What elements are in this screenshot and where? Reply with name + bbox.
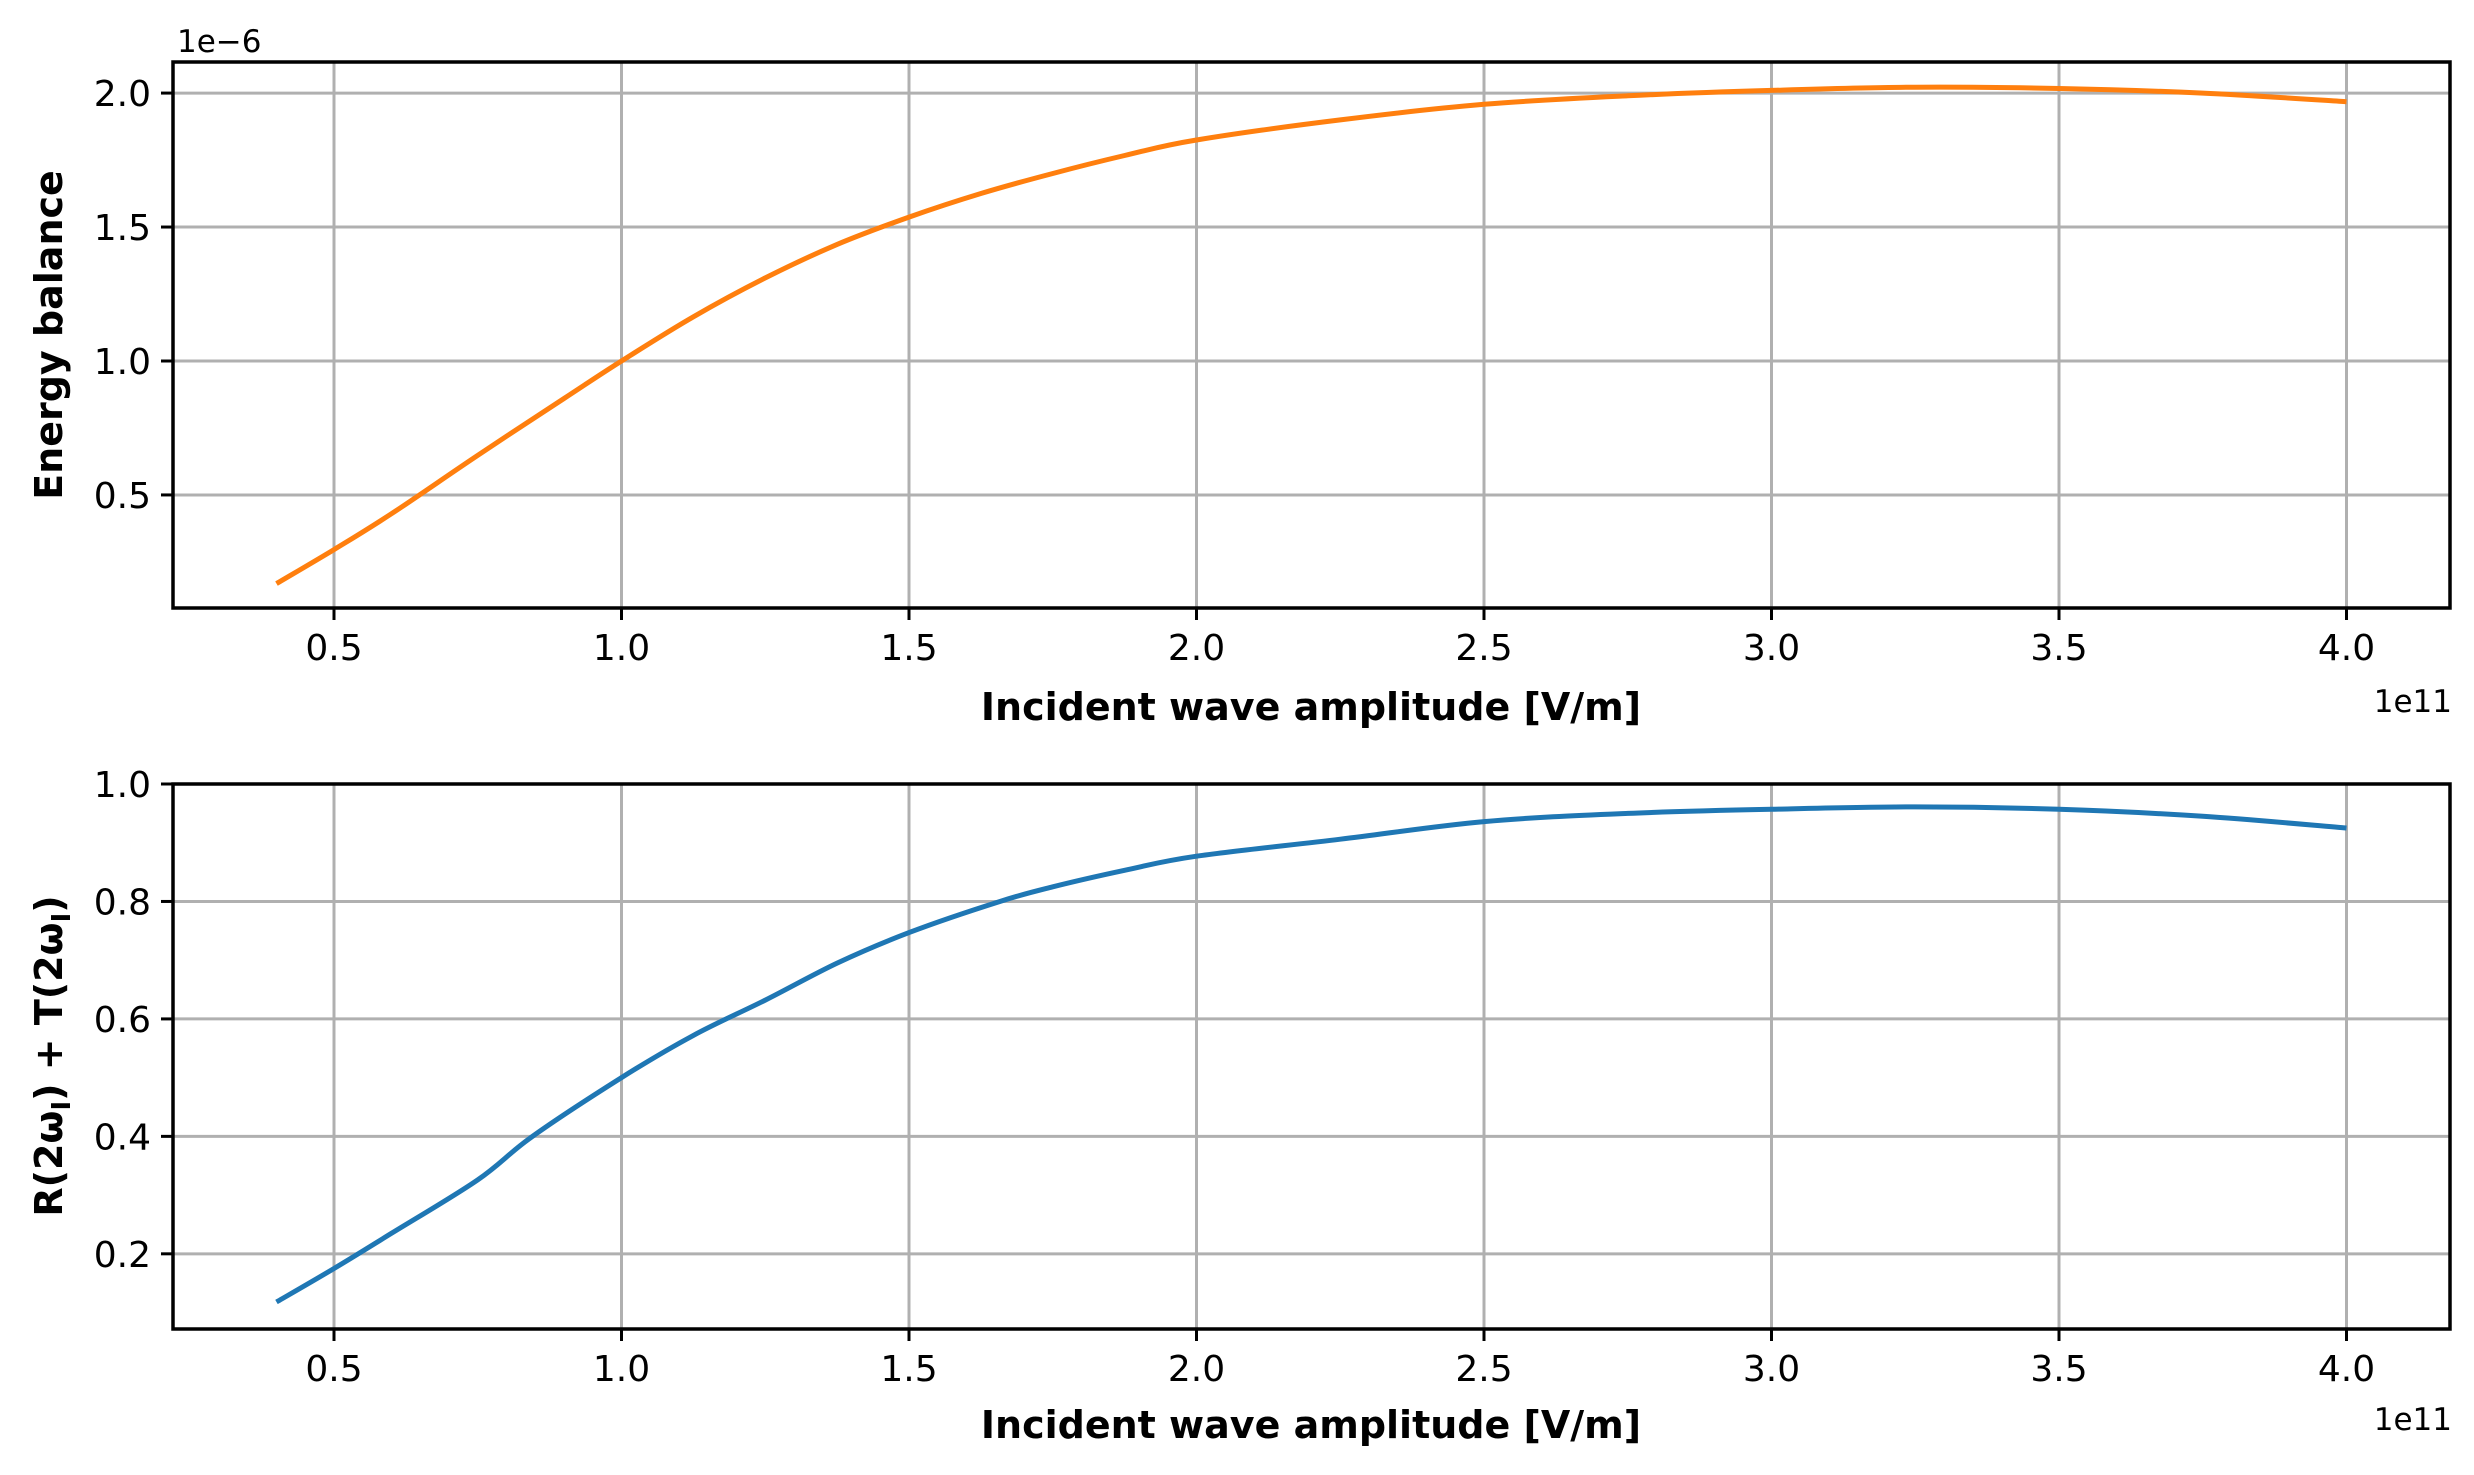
reflection-transmission-subplot: 0.5 1.0 1.5 2.0 2.5 3.0 3.5 4.00.20.40.60.81.0 … xyxy=(27,765,2452,1447)
y-tick-label: 0.5 xyxy=(94,476,151,517)
y-axis-label: R(2ωI) + T(2ωI) xyxy=(27,895,77,1216)
axes-frame xyxy=(171,60,2452,610)
y-label-subscript: I xyxy=(47,1101,77,1111)
x-tick-label: 1.0 xyxy=(593,1349,650,1390)
axis-ticks: 0.5 1.0 1.5 2.0 2.5 3.0 3.5 4.0 0.5 1.0 1.5 2.0 xyxy=(94,74,2375,669)
x-offset-label: 1e11 xyxy=(2374,1402,2452,1438)
y-axis-label: Energy balance xyxy=(27,170,71,500)
axis-ticks: 0.5 1.0 1.5 2.0 2.5 3.0 3.5 4.0 0.2 0.4 0.6 0.8 1.0 xyxy=(94,765,2375,1390)
y-label-part-mid: ) + T(2ω xyxy=(27,922,71,1100)
x-tick-label: 3.5 xyxy=(2030,1349,2087,1390)
y-tick-label: 0.6 xyxy=(94,1000,151,1041)
energy-balance-curve xyxy=(275,84,2347,586)
y-tick-label: 0.4 xyxy=(94,1117,151,1158)
x-tick-label: 2.0 xyxy=(1168,1349,1225,1390)
y-label-subscript: I xyxy=(47,913,77,923)
x-offset-label: 1e11 xyxy=(2374,684,2452,720)
y-tick-label: 1.0 xyxy=(94,765,151,806)
x-axis-label: Incident wave amplitude [V/m] xyxy=(981,1403,1641,1447)
x-axis-label: Incident wave amplitude [V/m] xyxy=(981,685,1641,729)
x-tick-label: 0.5 xyxy=(305,628,362,669)
energy-balance-subplot: 0.5 1.0 1.5 2.0 2.5 3.0 3.5 4.0 0.5 1.0 1.5 2.0 1e−… xyxy=(27,24,2452,729)
axes-frame xyxy=(171,782,2452,1331)
x-tick-label: 0.5 xyxy=(305,1349,362,1390)
x-tick-label: 1.5 xyxy=(880,1349,937,1390)
reflection-transmission-curve xyxy=(275,804,2347,1305)
x-tick-label: 2.5 xyxy=(1455,628,1512,669)
series-line xyxy=(275,84,2347,586)
x-tick-label: 2.0 xyxy=(1168,628,1225,669)
y-tick-label: 1.0 xyxy=(94,342,151,383)
x-tick-label: 1.5 xyxy=(880,628,937,669)
x-tick-label: 1.0 xyxy=(593,628,650,669)
x-tick-label: 4.0 xyxy=(2318,1349,2375,1390)
y-offset-label: 1e−6 xyxy=(177,24,262,60)
series-line xyxy=(275,804,2347,1305)
x-tick-label: 3.5 xyxy=(2030,628,2087,669)
x-tick-label: 3.0 xyxy=(1743,1349,1800,1390)
x-tick-label: 4.0 xyxy=(2318,628,2375,669)
y-tick-label: 2.0 xyxy=(94,74,151,115)
y-label-part-end: ) xyxy=(27,895,71,912)
x-tick-label: 2.5 xyxy=(1455,1349,1512,1390)
grid-lines xyxy=(173,62,2450,608)
x-tick-label: 3.0 xyxy=(1743,628,1800,669)
y-tick-label: 1.5 xyxy=(94,208,151,249)
y-tick-label: 0.8 xyxy=(94,882,151,923)
y-label-part-r: R(2ω xyxy=(27,1111,71,1217)
y-tick-label: 0.2 xyxy=(94,1235,151,1276)
